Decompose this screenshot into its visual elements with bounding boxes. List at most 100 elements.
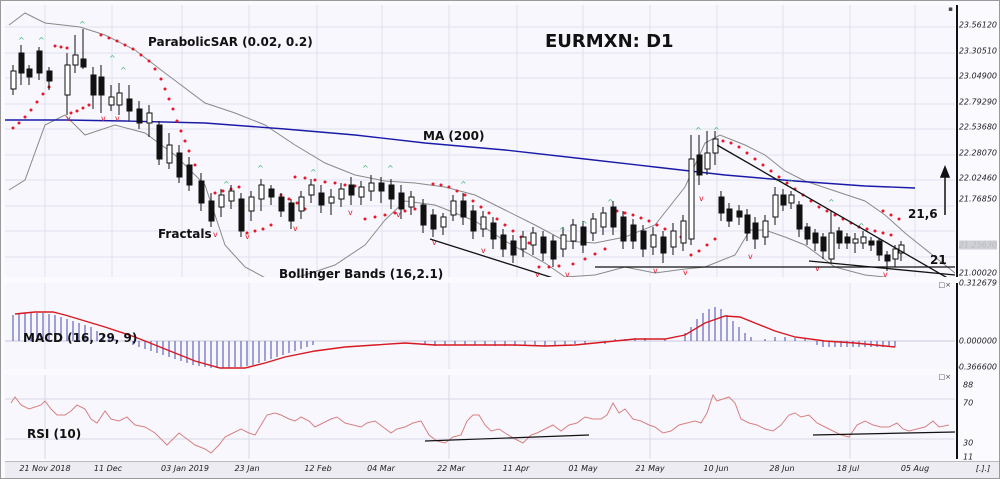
rsi-tick: 70 [963,398,974,408]
fractal-up-markers: ^ ^ ^ ^ ^ ^ ^ ^ ^ ^ ^ ^ ^ ^ ^ ^ ^ ^ ^ ^ [18,20,865,235]
support-label: 21 [930,253,947,267]
parabolic-sar-dots [11,33,901,269]
macd-signal-line [14,311,896,369]
svg-text:^: ^ [713,126,720,135]
current-price-marker: 21.25630 [958,240,997,250]
svg-text:^: ^ [828,198,835,207]
price-tick: 23.04900 [958,71,997,81]
date-tick: 22 Mar [437,464,465,473]
parabolic-sar-label: ParabolicSAR (0.02, 0.2) [148,35,313,49]
svg-text:v: v [653,266,658,275]
svg-text:^: ^ [775,178,782,187]
svg-text:^: ^ [18,36,25,45]
svg-text:^: ^ [310,168,317,177]
target-label: 21,6 [908,207,938,221]
axis-corner-button[interactable]: [.].] [975,464,991,473]
svg-text:v: v [683,268,688,277]
ma-label: MA (200) [423,129,485,143]
trendlines [429,144,955,277]
arrow-up-icon [939,164,951,215]
svg-text:v: v [565,270,570,277]
date-tick: 05 Aug [900,464,930,473]
indicator-axis-separator [956,283,958,459]
price-axis-separator [956,5,958,277]
svg-text:^: ^ [120,66,127,75]
date-tick: 21 May [635,464,665,473]
date-tick: 10 Jun [703,464,729,473]
macd-panel[interactable]: MACD (16, 29, 9) □× [5,281,955,369]
price-chart-svg: ^ ^ ^ ^ ^ ^ ^ ^ ^ ^ ^ ^ ^ ^ ^ ^ ^ ^ ^ ^ v v v v v v v v v v… [5,5,955,277]
date-tick: 03 Jan 2019 [161,464,209,473]
price-tick: 22.53680 [958,122,997,132]
macd-panel-controls[interactable]: □× [938,281,951,289]
date-tick: 11 Dec [93,464,123,473]
svg-text:v: v [245,232,250,241]
svg-text:v: v [883,270,888,277]
date-tick: 04 Mar [367,464,395,473]
svg-text:^: ^ [387,164,394,173]
svg-text:^: ^ [460,180,467,189]
svg-text:^: ^ [257,164,264,173]
svg-text:^: ^ [559,226,566,235]
price-tick: 22.02460 [958,173,997,183]
svg-text:^: ^ [695,126,702,135]
price-tick: 21.76850 [958,194,997,204]
macd-tick: 0.312679 [958,278,997,288]
svg-text:^: ^ [223,180,230,189]
candlesticks [10,29,905,271]
svg-text:v: v [293,224,298,233]
panel-resize-icon[interactable]: ▪ [948,5,953,13]
svg-text:v: v [66,114,71,123]
rsi-tick: 88 [963,380,974,390]
price-axis[interactable]: 23.56120 23.30510 23.04900 22.79290 22.5… [958,5,1000,278]
svg-text:^: ^ [858,222,865,231]
svg-text:^: ^ [362,164,369,173]
price-tick: 23.30510 [958,46,997,56]
date-tick: 21 Nov 2018 [19,464,71,473]
svg-text:^: ^ [109,54,116,63]
macd-histogram [12,307,896,368]
rsi-tick: 30 [963,438,974,448]
date-tick: 18 Jul [836,464,860,473]
svg-text:^: ^ [607,198,614,207]
svg-text:v: v [815,264,820,273]
macd-chart-svg [5,283,955,369]
svg-text:v: v [481,246,486,255]
price-tick: 22.28070 [958,148,997,158]
date-tick: 23 Jan [234,464,260,473]
rsi-panel[interactable]: RSI (10) □× [5,373,955,459]
svg-text:v: v [348,208,353,217]
rsi-trendlines [424,431,955,442]
rsi-line [10,393,950,454]
svg-text:^: ^ [38,36,45,45]
macd-tick: -0.366600 [955,362,997,372]
svg-text:v: v [396,210,401,219]
rsi-panel-controls[interactable]: □× [938,373,951,381]
date-tick: 01 May [568,464,598,473]
svg-text:^: ^ [581,220,588,229]
svg-text:v: v [432,238,437,247]
date-tick: 11 Apr [502,464,530,473]
fractal-down-markers: vvv vvv vvv vvv vvv vvv [66,114,888,277]
macd-label: MACD (16, 29, 9) [23,331,138,345]
date-tick: 28 Jun [769,464,795,473]
date-axis[interactable]: 21 Nov 2018 11 Dec 03 Jan 2019 23 Jan 12… [5,461,999,478]
svg-text:^: ^ [79,20,86,29]
rsi-axis: 88 70 30 11 [959,375,1000,462]
svg-text:v: v [699,194,704,203]
svg-text:v: v [115,114,120,123]
price-tick: 21.00020 [958,268,997,278]
macd-tick: 0.000000 [958,336,997,346]
chart-title: EURMXN: D1 [545,31,674,52]
svg-text:^: ^ [787,178,794,187]
rsi-chart-svg [5,375,955,459]
rsi-tick: 11 [963,452,974,462]
fractals-label: Fractals [158,227,212,241]
price-tick: 22.79290 [958,97,997,107]
rsi-label: RSI (10) [27,427,82,441]
bollinger-label: Bollinger Bands (16,2.1) [279,267,444,281]
svg-text:v: v [213,230,218,239]
price-panel[interactable]: ^ ^ ^ ^ ^ ^ ^ ^ ^ ^ ^ ^ ^ ^ ^ ^ ^ ^ ^ ^ v v v v v v v v v v… [5,5,955,281]
svg-text:v: v [748,252,753,261]
